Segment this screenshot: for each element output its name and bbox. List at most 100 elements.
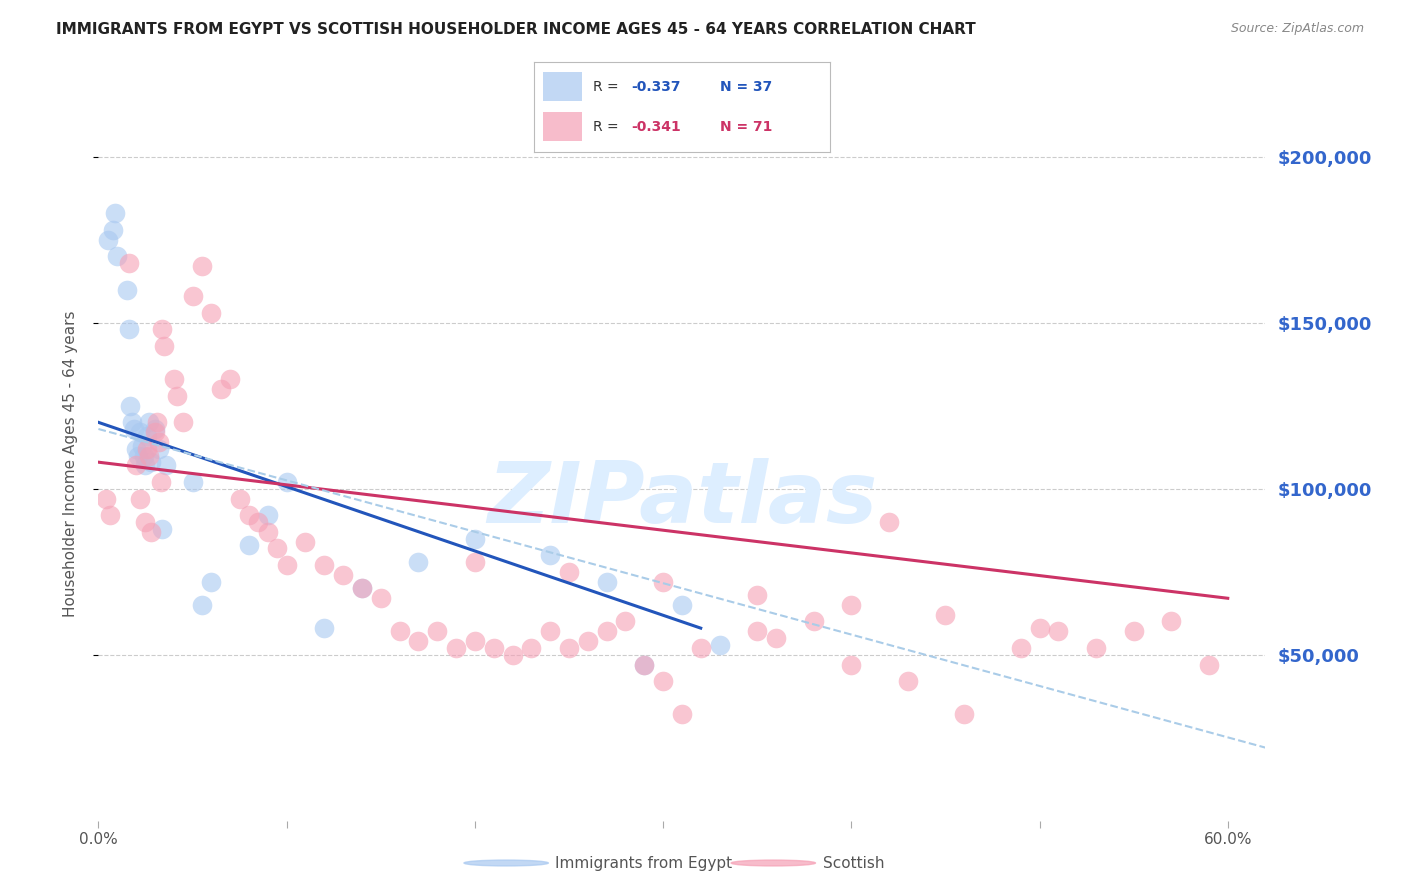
Point bbox=[538, 548, 561, 562]
Point bbox=[139, 455, 162, 469]
Circle shape bbox=[464, 860, 548, 866]
Point bbox=[370, 591, 392, 606]
Point bbox=[464, 532, 486, 546]
Point bbox=[839, 598, 862, 612]
Point bbox=[294, 534, 316, 549]
Point bbox=[138, 415, 160, 429]
Point bbox=[148, 442, 170, 456]
Point bbox=[934, 607, 956, 622]
Point bbox=[652, 574, 675, 589]
Point bbox=[134, 515, 156, 529]
Point bbox=[256, 508, 278, 523]
Point bbox=[238, 538, 260, 552]
Point bbox=[538, 624, 561, 639]
Point bbox=[350, 582, 373, 596]
Point bbox=[146, 415, 169, 429]
Point bbox=[228, 491, 250, 506]
Point bbox=[953, 707, 976, 722]
Point bbox=[747, 588, 769, 602]
Point bbox=[464, 634, 486, 648]
Point bbox=[209, 382, 232, 396]
Point bbox=[1085, 641, 1108, 656]
Text: Scottish: Scottish bbox=[823, 855, 884, 871]
Point bbox=[136, 428, 159, 442]
Point bbox=[121, 415, 143, 429]
Point bbox=[163, 372, 186, 386]
Point bbox=[125, 442, 148, 456]
Point bbox=[408, 634, 430, 648]
Point bbox=[117, 322, 139, 336]
Point bbox=[633, 657, 655, 672]
Point bbox=[897, 674, 920, 689]
Point bbox=[652, 674, 675, 689]
Point bbox=[595, 624, 617, 639]
Point bbox=[709, 638, 731, 652]
Point bbox=[166, 389, 188, 403]
Point bbox=[155, 458, 177, 473]
Point bbox=[149, 475, 172, 489]
Point bbox=[125, 458, 148, 473]
Point bbox=[558, 565, 581, 579]
Point bbox=[1198, 657, 1220, 672]
Point bbox=[614, 615, 637, 629]
Point bbox=[1160, 615, 1182, 629]
Point bbox=[122, 422, 145, 436]
Text: R =: R = bbox=[593, 120, 623, 134]
Point bbox=[136, 442, 159, 456]
Point bbox=[1028, 621, 1050, 635]
Point bbox=[314, 558, 336, 572]
Point bbox=[148, 435, 170, 450]
Point bbox=[388, 624, 411, 639]
Point bbox=[103, 223, 125, 237]
Bar bbox=[543, 72, 582, 101]
Circle shape bbox=[731, 860, 815, 866]
Bar bbox=[543, 112, 582, 141]
Point bbox=[143, 425, 166, 440]
Point bbox=[97, 233, 120, 247]
Point bbox=[219, 372, 242, 386]
Point bbox=[139, 524, 162, 539]
Point bbox=[1047, 624, 1070, 639]
Point bbox=[181, 289, 204, 303]
Point bbox=[134, 458, 156, 473]
Point bbox=[238, 508, 260, 523]
Point bbox=[200, 306, 222, 320]
Point bbox=[408, 555, 430, 569]
Point bbox=[200, 574, 222, 589]
Point bbox=[104, 206, 127, 220]
Point bbox=[314, 621, 336, 635]
Point bbox=[127, 449, 149, 463]
Point bbox=[191, 260, 214, 274]
Point bbox=[332, 568, 354, 582]
Point bbox=[152, 522, 174, 536]
Point bbox=[152, 322, 174, 336]
Point bbox=[247, 515, 270, 529]
Point bbox=[482, 641, 505, 656]
Point bbox=[350, 582, 373, 596]
Text: -0.341: -0.341 bbox=[631, 120, 682, 134]
Point bbox=[181, 475, 204, 489]
Point bbox=[765, 631, 787, 645]
Point bbox=[444, 641, 467, 656]
Text: -0.337: -0.337 bbox=[631, 79, 682, 94]
Point bbox=[464, 555, 486, 569]
Point bbox=[276, 558, 298, 572]
Text: Source: ZipAtlas.com: Source: ZipAtlas.com bbox=[1230, 22, 1364, 36]
Point bbox=[502, 648, 524, 662]
Point bbox=[426, 624, 449, 639]
Point bbox=[689, 641, 711, 656]
Text: Immigrants from Egypt: Immigrants from Egypt bbox=[555, 855, 733, 871]
Point bbox=[115, 283, 138, 297]
Point bbox=[266, 541, 288, 556]
Point bbox=[94, 491, 117, 506]
Point bbox=[558, 641, 581, 656]
Point bbox=[747, 624, 769, 639]
Point bbox=[98, 508, 121, 523]
Point bbox=[131, 439, 153, 453]
Y-axis label: Householder Income Ages 45 - 64 years: Householder Income Ages 45 - 64 years bbox=[63, 310, 77, 617]
Point bbox=[256, 524, 278, 539]
Point bbox=[671, 707, 693, 722]
Point bbox=[105, 249, 128, 263]
Point bbox=[191, 598, 214, 612]
Text: IMMIGRANTS FROM EGYPT VS SCOTTISH HOUSEHOLDER INCOME AGES 45 - 64 YEARS CORRELAT: IMMIGRANTS FROM EGYPT VS SCOTTISH HOUSEH… bbox=[56, 22, 976, 37]
